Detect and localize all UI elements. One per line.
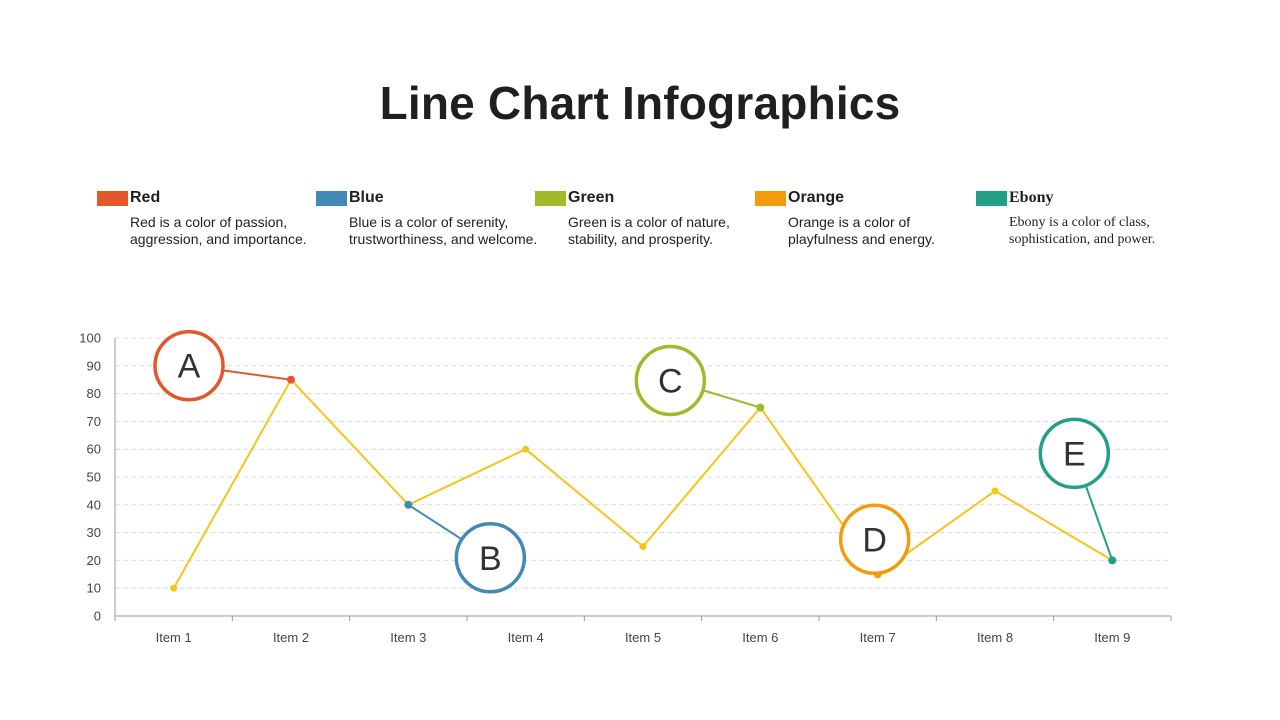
legend-item-orange: Orange Orange is a color of playfulness …: [755, 188, 970, 248]
callout-letter: D: [862, 521, 887, 559]
y-tick-label: 30: [87, 525, 101, 540]
y-tick-label: 100: [79, 331, 101, 346]
series-line: [172, 378, 1113, 589]
callout-circle: [454, 522, 527, 594]
legend-description: Blue is a color of serenity, trustworthi…: [349, 214, 538, 247]
legend-description: Ebony is a color of class, sophisticatio…: [1009, 215, 1156, 247]
x-tick-label: Item 1: [156, 630, 192, 645]
y-tick-label: 90: [87, 358, 101, 373]
callout-connector: [702, 389, 761, 409]
legend-item-ebony: Ebony Ebony is a color of class, sophist…: [976, 188, 1191, 248]
callout-connector: [407, 503, 463, 541]
blue-swatch: [316, 190, 347, 206]
callout-connector: [1084, 485, 1114, 561]
y-tick-label: 20: [87, 553, 101, 568]
orange-swatch: [755, 190, 786, 206]
x-tick-label: Item 7: [860, 630, 896, 645]
red-swatch: [97, 190, 128, 206]
green-swatch: [535, 190, 566, 206]
callout-letter: E: [1063, 435, 1086, 473]
callout-letter: B: [479, 540, 502, 578]
legend-name: Ebony: [1009, 189, 1054, 206]
y-tick-label: 50: [87, 470, 101, 485]
x-tick-label: Item 3: [390, 630, 426, 645]
x-tick-label: Item 8: [977, 630, 1013, 645]
x-tick-label: Item 9: [1094, 630, 1130, 645]
y-tick-label: 80: [87, 386, 101, 401]
data-point: [1108, 556, 1117, 565]
legend-item-red: Red Red is a color of passion, aggressio…: [97, 188, 312, 248]
callout-letter: C: [658, 363, 683, 401]
data-point: [522, 445, 530, 453]
callout-circle: [153, 329, 225, 402]
data-point: [404, 500, 413, 509]
legend-name: Blue: [349, 189, 384, 206]
ebony-swatch: [976, 190, 1007, 206]
x-tick-label: Item 4: [508, 630, 544, 645]
legend-name: Green: [568, 189, 615, 206]
page-title: Line Chart Infographics: [379, 77, 901, 129]
legend-item-blue: Blue Blue is a color of serenity, trustw…: [316, 188, 537, 248]
x-tick-label: Item 2: [273, 630, 309, 645]
legend-description: Red is a color of passion, aggression, a…: [130, 214, 307, 247]
legend-item-green: Green Green is a color of nature, stabil…: [535, 188, 750, 248]
callout-circle: [634, 344, 707, 417]
y-tick-label: 60: [87, 442, 101, 457]
legend-name: Orange: [788, 189, 845, 206]
legend-description: Green is a color of nature, stability, a…: [568, 214, 730, 247]
data-point: [170, 584, 178, 592]
legend-name: Red: [130, 189, 161, 206]
callout-circle: [1038, 417, 1111, 490]
x-tick-label: Item 6: [742, 630, 778, 645]
callout-connector: [222, 369, 292, 381]
legend-description: Orange is a color of playfulness and ene…: [788, 214, 935, 247]
callout-letter: A: [178, 348, 201, 386]
data-point: [639, 543, 647, 550]
x-tick-label: Item 5: [625, 630, 661, 645]
y-tick-label: 0: [94, 609, 101, 624]
data-point: [756, 403, 765, 412]
callout-circle: [838, 503, 911, 576]
y-tick-label: 40: [87, 497, 101, 512]
data-point: [991, 487, 999, 495]
y-tick-label: 10: [87, 581, 101, 596]
data-point: [287, 375, 295, 384]
y-tick-label: 70: [87, 414, 101, 429]
